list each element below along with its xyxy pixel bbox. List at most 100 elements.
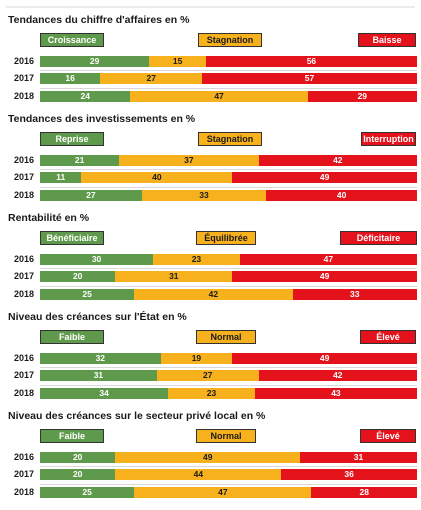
bar-segment: 28 bbox=[311, 487, 417, 498]
legend-item: Stagnation bbox=[198, 33, 262, 47]
stacked-bar: 30 23 47 bbox=[40, 254, 417, 265]
bar-segment: 37 bbox=[119, 155, 259, 166]
stacked-bar: 21 37 42 bbox=[40, 155, 417, 166]
year-label: 2018 bbox=[13, 190, 34, 200]
bar-segment: 31 bbox=[115, 271, 233, 282]
bar-segment: 42 bbox=[134, 289, 293, 300]
stacked-bar: 25 42 33 bbox=[40, 289, 417, 300]
row-divider bbox=[40, 484, 417, 485]
bar-segment: 34 bbox=[40, 388, 169, 399]
row-divider bbox=[40, 385, 417, 386]
bar-segment: 47 bbox=[130, 91, 308, 102]
chart-section: Tendances du chiffre d'affaires en % Croi… bbox=[0, 14, 421, 114]
legend-item: Stagnation bbox=[198, 132, 262, 146]
bar-segment: 33 bbox=[292, 289, 417, 300]
bar-row: 2018 27 33 40 bbox=[0, 188, 421, 203]
bar-segment: 57 bbox=[202, 73, 417, 84]
chart-section: Niveau des créances sur le secteur privé… bbox=[0, 410, 421, 510]
legend-item: Élevé bbox=[360, 429, 416, 443]
stacked-bar: 16 27 57 bbox=[40, 73, 417, 84]
chart-section: Niveau des créances sur l'État en % Faibl… bbox=[0, 311, 421, 411]
bar-segment: 40 bbox=[81, 172, 233, 183]
bar-segment: 15 bbox=[149, 56, 206, 67]
row-divider bbox=[40, 268, 417, 269]
bar-segment: 20 bbox=[40, 271, 116, 282]
legend-item: Bénéficiaire bbox=[40, 231, 104, 245]
bar-segment: 23 bbox=[168, 388, 255, 399]
bar-segment: 31 bbox=[300, 452, 417, 463]
bar-row: 2017 11 40 49 bbox=[0, 170, 421, 185]
legend-item: Déficitaire bbox=[340, 231, 417, 245]
legend-item: Normal bbox=[196, 330, 256, 344]
bar-row: 2016 21 37 42 bbox=[0, 153, 421, 168]
year-label: 2016 bbox=[13, 452, 34, 462]
year-label: 2018 bbox=[13, 289, 34, 299]
chart-section: Rentabilité en % Bénéficiaire Équilibrée Dé… bbox=[0, 212, 421, 312]
bar-segment: 31 bbox=[40, 370, 157, 381]
bar-segment: 29 bbox=[40, 56, 150, 67]
chart-title: Tendances du chiffre d'affaires en % bbox=[8, 14, 190, 26]
row-divider bbox=[40, 169, 417, 170]
stacked-bar: 11 40 49 bbox=[40, 172, 417, 183]
bar-row: 2017 31 27 42 bbox=[0, 368, 421, 383]
bar-row: 2018 25 47 28 bbox=[0, 485, 421, 500]
year-label: 2018 bbox=[13, 388, 34, 398]
bar-segment: 44 bbox=[115, 469, 282, 480]
stacked-bar: 34 23 43 bbox=[40, 388, 417, 399]
bar-segment: 30 bbox=[40, 254, 154, 265]
bar-segment: 47 bbox=[239, 254, 417, 265]
bar-segment: 47 bbox=[134, 487, 312, 498]
bar-segment: 42 bbox=[258, 370, 417, 381]
bar-segment: 49 bbox=[232, 172, 417, 183]
bar-row: 2017 20 44 36 bbox=[0, 467, 421, 482]
year-label: 2018 bbox=[13, 487, 34, 497]
bar-segment: 16 bbox=[40, 73, 101, 84]
bar-segment: 24 bbox=[40, 91, 131, 102]
stacked-bar: 25 47 28 bbox=[40, 487, 417, 498]
bar-segment: 27 bbox=[100, 73, 203, 84]
chart-title: Niveau des créances sur l'État en % bbox=[8, 311, 187, 323]
year-label: 2016 bbox=[13, 155, 34, 165]
row-divider bbox=[40, 367, 417, 368]
stacked-bar: 32 19 49 bbox=[40, 353, 417, 364]
row-divider bbox=[40, 466, 417, 467]
bar-segment: 40 bbox=[266, 190, 417, 201]
legend-item: Faible bbox=[40, 330, 104, 344]
bar-segment: 29 bbox=[307, 91, 417, 102]
year-label: 2016 bbox=[13, 254, 34, 264]
row-divider bbox=[40, 88, 417, 89]
bar-row: 2018 34 23 43 bbox=[0, 386, 421, 401]
legend-item: Faible bbox=[40, 429, 104, 443]
legend-item: Élevé bbox=[360, 330, 416, 344]
year-label: 2016 bbox=[13, 353, 34, 363]
chart-section: Tendances des investissements en % Repris… bbox=[0, 113, 421, 213]
bar-segment: 11 bbox=[40, 172, 82, 183]
chart-title: Tendances des investissements en % bbox=[8, 113, 196, 125]
bar-segment: 27 bbox=[156, 370, 259, 381]
bar-row: 2017 20 31 49 bbox=[0, 269, 421, 284]
chart-title: Rentabilité en % bbox=[8, 212, 90, 224]
row-divider bbox=[40, 286, 417, 287]
legend-item: Équilibrée bbox=[196, 231, 256, 245]
year-label: 2018 bbox=[13, 91, 34, 101]
bar-row: 2018 24 47 29 bbox=[0, 89, 421, 104]
legend-item: Reprise bbox=[40, 132, 104, 146]
bar-row: 2017 16 27 57 bbox=[0, 71, 421, 86]
year-label: 2017 bbox=[13, 172, 34, 182]
stacked-bar: 20 44 36 bbox=[40, 469, 417, 480]
stacked-bar: 20 31 49 bbox=[40, 271, 417, 282]
year-label: 2017 bbox=[13, 73, 34, 83]
stacked-bar: 20 49 31 bbox=[40, 452, 417, 463]
bar-row: 2016 20 49 31 bbox=[0, 450, 421, 465]
bar-segment: 49 bbox=[115, 452, 301, 463]
bar-row: 2016 29 15 56 bbox=[0, 54, 421, 69]
bar-segment: 36 bbox=[281, 469, 417, 480]
bar-segment: 56 bbox=[205, 56, 417, 67]
bar-segment: 49 bbox=[232, 271, 417, 282]
bar-segment: 49 bbox=[232, 353, 417, 364]
bar-segment: 42 bbox=[258, 155, 417, 166]
year-label: 2016 bbox=[13, 56, 34, 66]
bar-segment: 20 bbox=[40, 452, 116, 463]
bar-segment: 21 bbox=[40, 155, 120, 166]
